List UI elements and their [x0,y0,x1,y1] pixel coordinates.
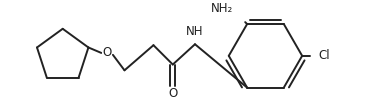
Text: NH₂: NH₂ [211,2,234,15]
Text: Cl: Cl [319,49,330,62]
Text: NH: NH [186,25,204,38]
Text: O: O [102,46,112,59]
Text: O: O [168,87,177,100]
